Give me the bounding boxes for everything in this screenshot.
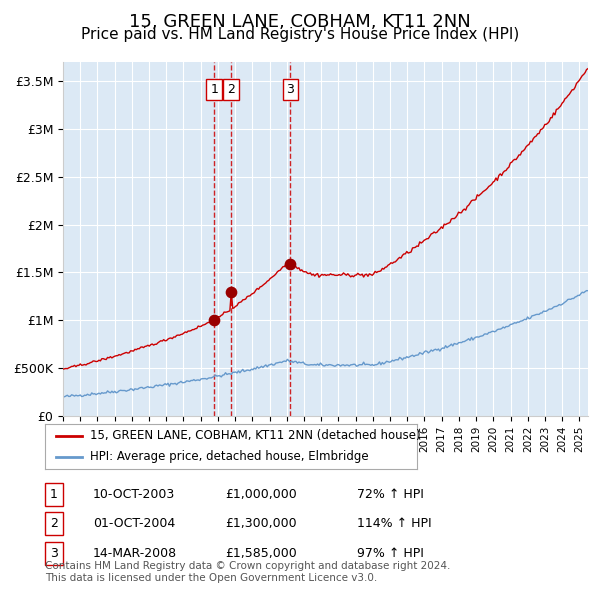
Text: 2: 2 [50, 517, 58, 530]
Point [209, 316, 219, 325]
Text: 15, GREEN LANE, COBHAM, KT11 2NN (detached house): 15, GREEN LANE, COBHAM, KT11 2NN (detach… [89, 430, 420, 442]
Text: 1: 1 [210, 83, 218, 96]
Text: 14-MAR-2008: 14-MAR-2008 [93, 547, 177, 560]
Text: 3: 3 [50, 547, 58, 560]
Text: 1: 1 [50, 488, 58, 501]
Text: Price paid vs. HM Land Registry's House Price Index (HPI): Price paid vs. HM Land Registry's House … [81, 27, 519, 41]
Text: £1,000,000: £1,000,000 [225, 488, 297, 501]
Text: 114% ↑ HPI: 114% ↑ HPI [357, 517, 431, 530]
Text: 3: 3 [286, 83, 294, 96]
Text: Contains HM Land Registry data © Crown copyright and database right 2024.
This d: Contains HM Land Registry data © Crown c… [45, 561, 451, 583]
Text: 01-OCT-2004: 01-OCT-2004 [93, 517, 175, 530]
Text: 2: 2 [227, 83, 235, 96]
Text: £1,585,000: £1,585,000 [225, 547, 297, 560]
Text: 72% ↑ HPI: 72% ↑ HPI [357, 488, 424, 501]
Text: 10-OCT-2003: 10-OCT-2003 [93, 488, 175, 501]
Text: £1,300,000: £1,300,000 [225, 517, 296, 530]
Point [286, 260, 295, 269]
Text: 15, GREEN LANE, COBHAM, KT11 2NN: 15, GREEN LANE, COBHAM, KT11 2NN [129, 13, 471, 31]
Point [226, 287, 236, 296]
Text: HPI: Average price, detached house, Elmbridge: HPI: Average price, detached house, Elmb… [89, 450, 368, 463]
Text: 97% ↑ HPI: 97% ↑ HPI [357, 547, 424, 560]
